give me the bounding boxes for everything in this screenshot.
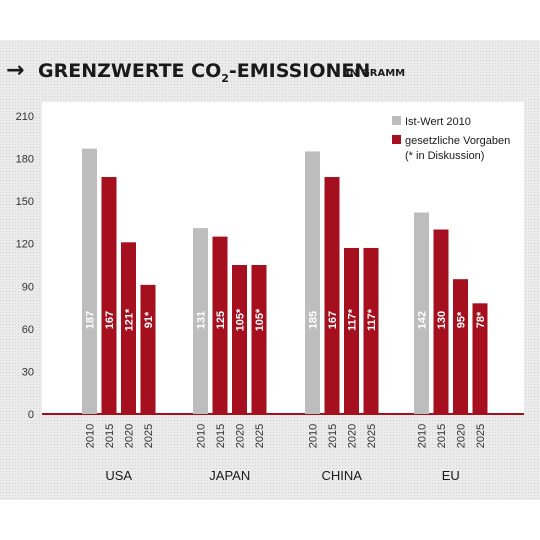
data-label: 131: [196, 311, 208, 329]
data-label: 167: [327, 311, 339, 329]
chart-header: → GRENZWERTE CO2-EMISSIONEN IN GRAMM: [6, 58, 405, 85]
x-tick-label: 2010: [308, 424, 320, 448]
data-label: 95*: [456, 311, 468, 328]
y-tick-label: 90: [22, 281, 34, 293]
group-label-china: CHINA: [322, 468, 363, 483]
group-label-usa: USA: [105, 468, 132, 483]
y-tick-label: 180: [16, 154, 34, 166]
x-tick-label: 2010: [196, 424, 208, 448]
bar-japan-2025: [251, 265, 267, 414]
x-tick-label: 2025: [475, 424, 487, 448]
x-tick-label: 2025: [366, 424, 378, 448]
legend-swatch-vorgabe: [392, 135, 401, 144]
legend-sublabel-vorgabe: (* in Diskussion): [405, 150, 484, 162]
bar-china-2015: [324, 177, 340, 414]
bars: 187 2010 167 2015 121* 2020 91* 2025 USA 131 2010 1…: [82, 148, 488, 483]
y-tick-label: 120: [16, 239, 34, 251]
x-tick-label: 2025: [143, 424, 155, 448]
bar-usa-2025: [140, 284, 156, 414]
y-tick-label: 210: [16, 111, 34, 123]
x-tick-label: 2015: [436, 424, 448, 448]
data-label: 185: [308, 311, 320, 329]
x-tick-label: 2025: [254, 424, 266, 448]
data-label: 105*: [235, 308, 247, 331]
bar-usa-2015: [101, 177, 117, 414]
legend-swatch-ist: [392, 116, 401, 125]
chart-title-suffix: -EMISSIONEN: [229, 60, 370, 82]
data-label: 130: [436, 311, 448, 329]
bar-japan-2020: [232, 265, 247, 414]
y-tick-label: 60: [22, 324, 34, 336]
bar-china-2020: [344, 247, 359, 414]
x-tick-label: 2015: [215, 424, 227, 448]
y-tick-label: 150: [16, 196, 34, 208]
data-label: 125: [215, 311, 227, 329]
bar-eu-2020: [453, 279, 468, 414]
x-tick-label: 2020: [124, 424, 136, 448]
bar-japan-2015: [212, 236, 228, 414]
x-tick-label: 2015: [104, 424, 116, 448]
group-label-eu: EU: [442, 468, 460, 483]
legend-label-vorgabe: gesetzliche Vorgaben: [405, 135, 510, 147]
data-label: 121*: [124, 308, 136, 331]
legend: Ist-Wert 2010 gesetzliche Vorgaben (* in D…: [392, 116, 510, 162]
bar-china-2025: [363, 247, 379, 414]
arrow-icon: →: [6, 58, 24, 83]
bar-usa-2010: [82, 148, 97, 414]
y-tick-label: 30: [22, 366, 34, 378]
x-tick-label: 2015: [327, 424, 339, 448]
data-label: 167: [104, 311, 116, 329]
data-label: 91*: [143, 311, 155, 328]
bar-usa-2020: [121, 242, 136, 414]
bar-japan-2010: [193, 228, 208, 414]
bar-china-2010: [305, 151, 320, 414]
bar-eu-2015: [433, 229, 449, 414]
unit-label: IN GRAMM: [346, 68, 405, 79]
group-label-japan: JAPAN: [209, 468, 250, 483]
data-label: 117*: [366, 308, 378, 331]
data-label: 78*: [475, 311, 487, 328]
data-label: 187: [85, 311, 97, 329]
x-tick-label: 2020: [456, 424, 468, 448]
legend-label-ist: Ist-Wert 2010: [405, 116, 471, 128]
bar-eu-2025: [472, 303, 488, 414]
chart-title-main: GRENZWERTE CO: [38, 60, 221, 82]
data-label: 105*: [254, 308, 266, 331]
y-tick-label: 0: [28, 409, 34, 421]
x-tick-label: 2020: [235, 424, 247, 448]
x-tick-label: 2020: [347, 424, 359, 448]
x-tick-label: 2010: [85, 424, 97, 448]
data-label: 142: [417, 311, 429, 329]
bar-eu-2010: [414, 212, 429, 414]
data-label: 117*: [347, 308, 359, 331]
chart-title: GRENZWERTE CO2-EMISSIONEN: [38, 60, 370, 85]
chart-title-subscript: 2: [221, 72, 229, 85]
x-tick-label: 2010: [417, 424, 429, 448]
